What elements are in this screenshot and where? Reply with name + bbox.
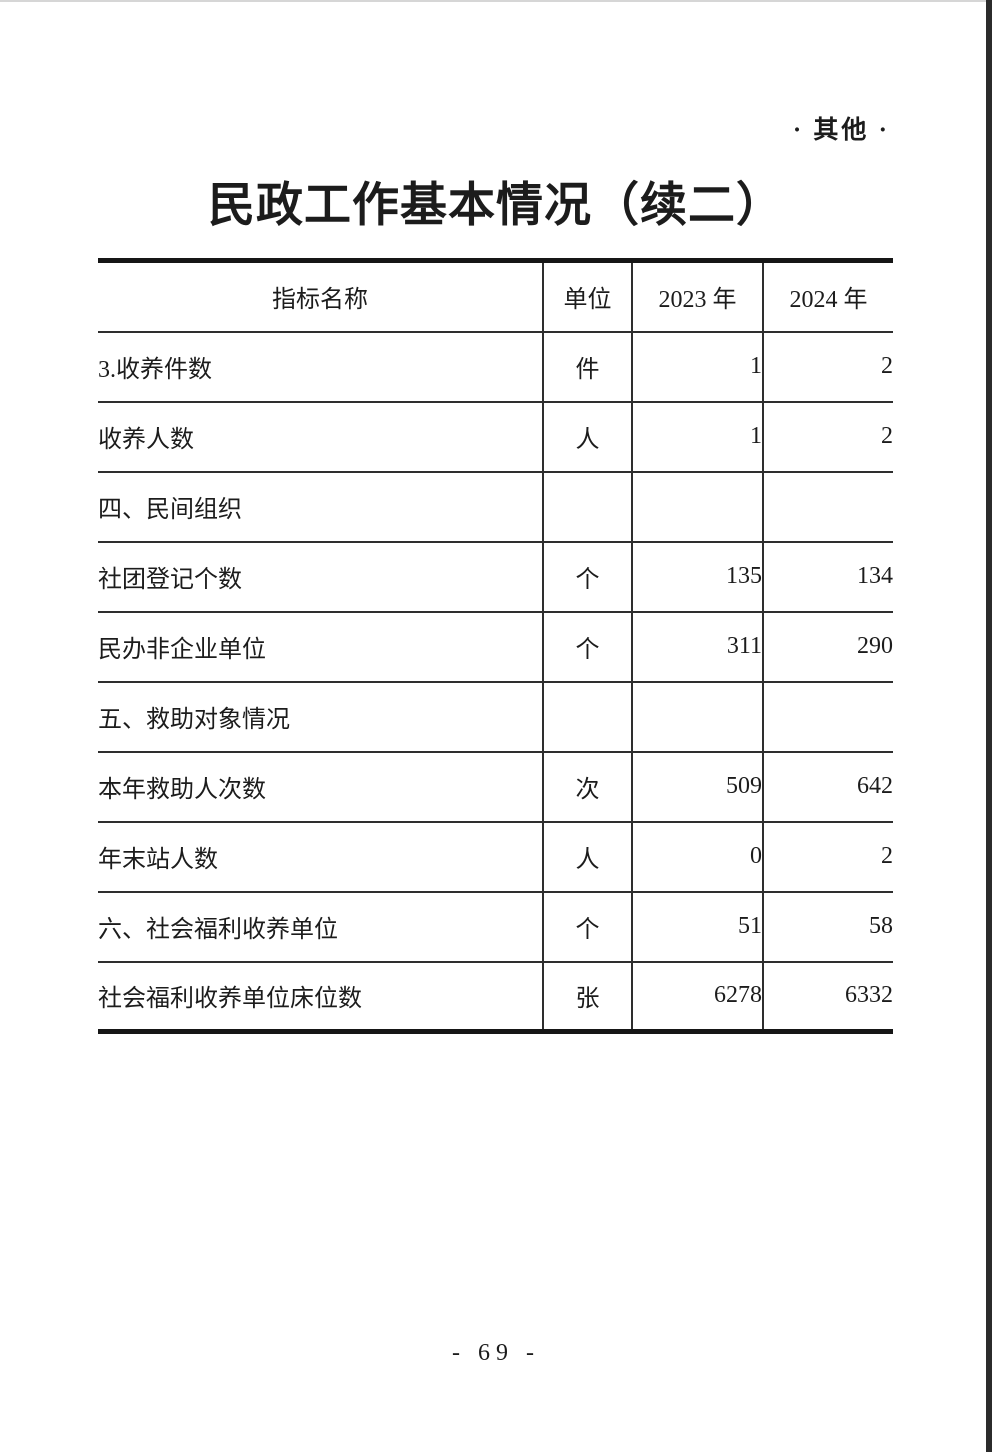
header-2023: 2023 年 <box>631 259 763 332</box>
header-2024: 2024 年 <box>762 259 893 332</box>
table-row: 六、社会福利收养单位 个 51 58 <box>98 890 893 962</box>
value-2023-cell: 6278 <box>631 960 763 1032</box>
unit-cell <box>542 470 632 542</box>
unit-cell: 人 <box>542 820 632 892</box>
header-unit: 单位 <box>542 259 632 332</box>
unit-cell: 人 <box>542 400 632 472</box>
value-2024-cell: 290 <box>762 610 893 682</box>
indicator-cell: 收养人数 <box>98 400 543 472</box>
value-2023-cell: 51 <box>631 890 763 962</box>
indicator-cell: 社团登记个数 <box>98 540 543 612</box>
header-indicator: 指标名称 <box>98 259 543 332</box>
indicator-cell: 社会福利收养单位床位数 <box>98 960 543 1032</box>
table-row: 收养人数 人 1 2 <box>98 400 893 472</box>
value-2024-cell: 6332 <box>762 960 893 1032</box>
scan-right-edge <box>986 0 992 1452</box>
value-2024-cell <box>762 470 893 542</box>
page-title: 民政工作基本情况（续二） <box>208 180 784 232</box>
table-row: 五、救助对象情况 <box>98 680 893 752</box>
table-row: 社会福利收养单位床位数 张 6278 6332 <box>98 960 893 1032</box>
table-row: 3.收养件数 件 1 2 <box>98 330 893 402</box>
value-2023-cell <box>631 470 763 542</box>
value-2024-cell: 2 <box>762 400 893 472</box>
statistics-table: 指标名称 单位 2023 年 2024 年 3.收养件数 件 1 2 收养人数 … <box>98 258 893 1034</box>
indicator-cell: 本年救助人次数 <box>98 750 543 822</box>
unit-cell <box>542 680 632 752</box>
value-2023-cell <box>631 680 763 752</box>
unit-cell: 件 <box>542 330 632 402</box>
table-row: 年末站人数 人 0 2 <box>98 820 893 892</box>
indicator-cell: 四、民间组织 <box>98 470 543 542</box>
indicator-cell: 六、社会福利收养单位 <box>98 890 543 962</box>
table-row: 四、民间组织 <box>98 470 893 542</box>
indicator-cell: 五、救助对象情况 <box>98 680 543 752</box>
value-2024-cell: 2 <box>762 330 893 402</box>
unit-cell: 个 <box>542 890 632 962</box>
indicator-cell: 3.收养件数 <box>98 330 543 402</box>
value-2024-cell: 58 <box>762 890 893 962</box>
value-2023-cell: 1 <box>631 400 763 472</box>
unit-cell: 个 <box>542 610 632 682</box>
page-number: - 69 - <box>452 1340 540 1366</box>
value-2023-cell: 311 <box>631 610 763 682</box>
value-2024-cell <box>762 680 893 752</box>
value-2023-cell: 135 <box>631 540 763 612</box>
indicator-cell: 年末站人数 <box>98 820 543 892</box>
value-2024-cell: 2 <box>762 820 893 892</box>
value-2023-cell: 509 <box>631 750 763 822</box>
value-2024-cell: 134 <box>762 540 893 612</box>
table-header-row: 指标名称 单位 2023 年 2024 年 <box>98 259 893 332</box>
section-corner-label: · 其他 · <box>792 117 890 144</box>
table-row: 社团登记个数 个 135 134 <box>98 540 893 612</box>
value-2024-cell: 642 <box>762 750 893 822</box>
unit-cell: 个 <box>542 540 632 612</box>
unit-cell: 次 <box>542 750 632 822</box>
table-row: 本年救助人次数 次 509 642 <box>98 750 893 822</box>
indicator-cell: 民办非企业单位 <box>98 610 543 682</box>
value-2023-cell: 1 <box>631 330 763 402</box>
unit-cell: 张 <box>542 960 632 1032</box>
scan-top-edge <box>0 0 992 2</box>
table-row: 民办非企业单位 个 311 290 <box>98 610 893 682</box>
value-2023-cell: 0 <box>631 820 763 892</box>
